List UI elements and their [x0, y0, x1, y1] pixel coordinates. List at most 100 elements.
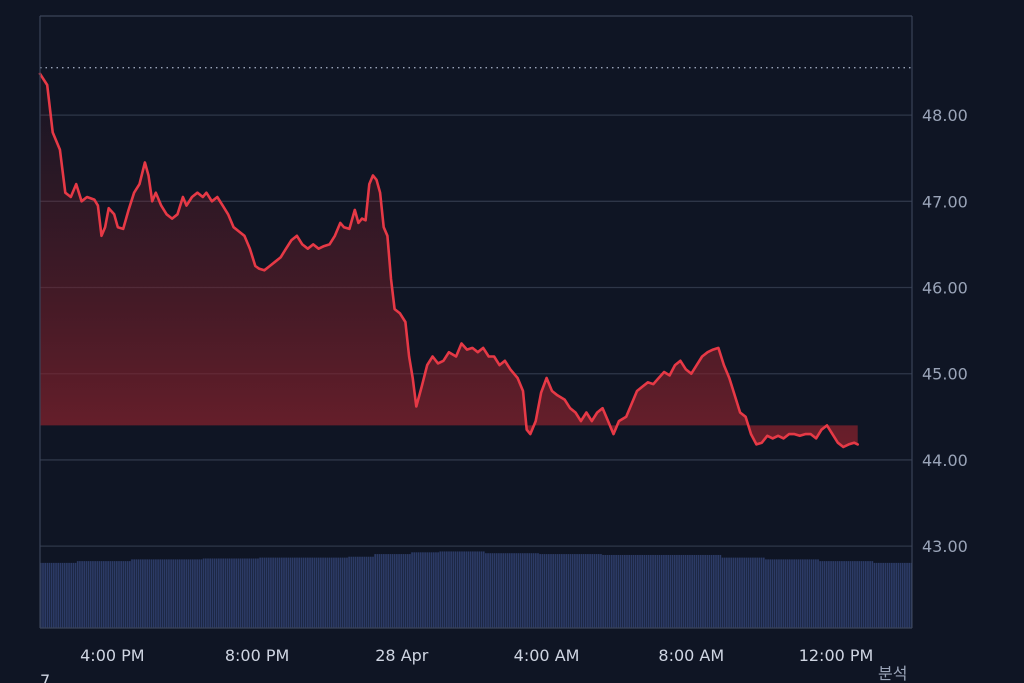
y-tick-label: 45.00: [922, 365, 968, 384]
volume-bar: [804, 559, 806, 628]
volume-bar: [120, 561, 122, 628]
volume-bar: [728, 557, 730, 628]
volume-bar: [222, 558, 225, 628]
volume-bar: [873, 562, 876, 628]
volume-bar: [432, 552, 435, 628]
volume-bar: [326, 557, 329, 628]
volume-bar: [111, 561, 114, 628]
volume-bar: [639, 554, 641, 628]
volume-bar: [324, 557, 327, 628]
volume-bar: [426, 552, 429, 628]
volume-bar: [115, 561, 118, 628]
volume-bar: [526, 553, 528, 628]
volume-bar: [337, 557, 340, 628]
volume-bar: [244, 558, 246, 628]
volume-bar: [413, 552, 416, 628]
volume-bar: [226, 558, 229, 628]
volume-bar: [209, 558, 212, 628]
volume-bar: [406, 554, 409, 628]
volume-bar: [682, 554, 685, 628]
volume-bar: [133, 559, 136, 628]
volume-bar: [910, 562, 912, 628]
volume-bar: [313, 557, 316, 628]
volume-bar: [53, 562, 55, 628]
volume-bar: [762, 557, 765, 628]
volume-bar: [411, 552, 413, 628]
volume-bar: [502, 553, 505, 628]
volume-bar: [786, 559, 789, 628]
volume-bar: [515, 553, 518, 628]
volume-bar: [118, 561, 120, 628]
volume-bar: [617, 554, 620, 628]
volume-bar: [561, 554, 563, 628]
volume-bar: [181, 559, 183, 628]
volume-bar: [157, 559, 159, 628]
volume-bar: [131, 559, 133, 628]
volume-bar: [550, 554, 552, 628]
volume-bar: [901, 562, 904, 628]
volume-bar: [684, 554, 687, 628]
volume-bar: [569, 554, 572, 628]
volume-bar: [265, 557, 268, 628]
footer-right-fragment: 분석: [878, 664, 907, 683]
volume-bar: [825, 561, 828, 628]
volume-bar: [259, 557, 261, 628]
volume-bar: [726, 557, 728, 628]
volume-bar: [159, 559, 162, 628]
volume-bar: [665, 554, 667, 628]
plot-frame: [39, 15, 913, 629]
x-tick-label: 12:00 PM: [799, 646, 874, 665]
volume-bar: [174, 559, 177, 628]
volume-bar: [369, 556, 372, 628]
volume-bar: [632, 554, 635, 628]
volume-bar: [456, 551, 459, 628]
volume-bar: [46, 562, 49, 628]
volume-bar: [424, 552, 426, 628]
volume-bar: [409, 554, 411, 628]
volume-bar: [239, 558, 242, 628]
volume-bar: [630, 554, 633, 628]
volume-bar: [524, 553, 526, 628]
volume-bar: [626, 554, 628, 628]
volume-bar: [519, 553, 522, 628]
volume-bar: [435, 552, 437, 628]
volume-bar: [841, 561, 843, 628]
volume-bar: [404, 554, 407, 628]
volume-bar: [165, 559, 168, 628]
volume-bar: [328, 557, 331, 628]
volume-bar: [869, 561, 871, 628]
volume-bar: [797, 559, 800, 628]
volume-bar: [587, 554, 589, 628]
volume-bar: [380, 554, 383, 628]
volume-bar: [85, 561, 88, 628]
volume-bar: [252, 558, 255, 628]
volume-bar: [610, 554, 613, 628]
volume-bar: [528, 553, 531, 628]
volume-bar: [187, 559, 190, 628]
volume-bar: [877, 562, 880, 628]
volume-bar: [643, 554, 646, 628]
volume-bar: [521, 553, 524, 628]
volume-bar: [391, 554, 394, 628]
volume-bar: [628, 554, 630, 628]
volume-bar: [450, 551, 452, 628]
volume-bar: [780, 559, 782, 628]
volume-bar: [580, 554, 583, 628]
volume-bar: [851, 561, 854, 628]
x-tick-label: 8:00 AM: [658, 646, 724, 665]
volume-bar: [317, 557, 320, 628]
volume-bar: [537, 553, 539, 628]
y-tick-label: 43.00: [922, 537, 968, 556]
volume-bar: [94, 561, 96, 628]
volume-bar: [422, 552, 424, 628]
volume-bar: [445, 551, 448, 628]
volume-bar: [834, 561, 837, 628]
volume-bar: [322, 557, 324, 628]
volume-bar: [600, 554, 602, 628]
volume-bar: [545, 554, 548, 628]
y-tick-label: 44.00: [922, 451, 968, 470]
volume-bar: [736, 557, 739, 628]
volume-bar: [198, 559, 201, 628]
volume-bar: [246, 558, 248, 628]
volume-bar: [415, 552, 418, 628]
